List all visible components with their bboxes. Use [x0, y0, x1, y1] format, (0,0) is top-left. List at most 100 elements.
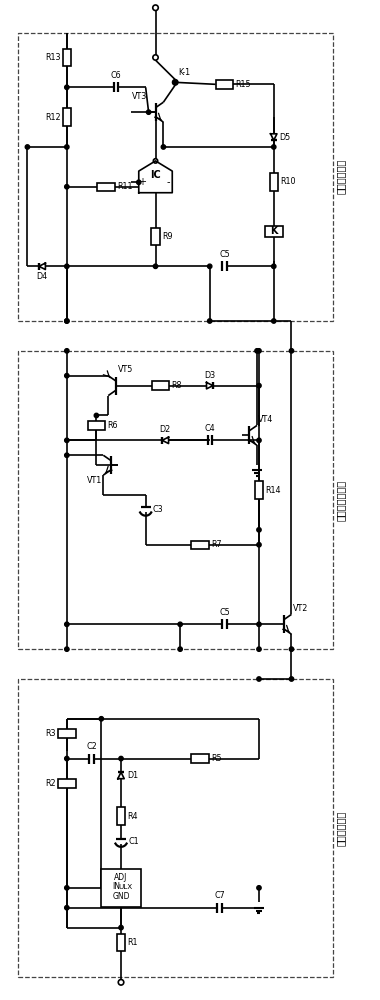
Text: R4: R4 — [127, 812, 138, 821]
Text: 晶闸管耦合电路: 晶闸管耦合电路 — [336, 479, 346, 521]
Circle shape — [257, 543, 261, 547]
Circle shape — [257, 349, 261, 353]
Text: C2: C2 — [86, 742, 97, 751]
Circle shape — [257, 647, 261, 651]
Circle shape — [257, 383, 261, 388]
Bar — [152, 381, 169, 390]
Circle shape — [178, 647, 182, 651]
Circle shape — [25, 145, 30, 149]
Circle shape — [119, 925, 123, 930]
Circle shape — [257, 886, 261, 890]
Polygon shape — [139, 161, 172, 193]
Text: C5: C5 — [219, 250, 230, 259]
Polygon shape — [118, 772, 124, 779]
Bar — [117, 807, 125, 825]
Circle shape — [65, 622, 69, 626]
Circle shape — [289, 677, 294, 681]
Bar — [97, 183, 115, 191]
Circle shape — [154, 264, 158, 268]
Bar — [265, 226, 283, 237]
Circle shape — [65, 349, 69, 353]
Circle shape — [257, 677, 261, 681]
Circle shape — [65, 145, 69, 149]
Bar — [101, 869, 141, 907]
Circle shape — [178, 622, 182, 626]
Circle shape — [257, 528, 261, 532]
Circle shape — [65, 906, 69, 910]
Circle shape — [161, 145, 166, 149]
Circle shape — [99, 717, 103, 721]
Text: R6: R6 — [108, 421, 118, 430]
Text: D3: D3 — [204, 371, 215, 380]
Circle shape — [94, 413, 98, 418]
Text: C5: C5 — [219, 608, 230, 617]
Text: 触发开关电路: 触发开关电路 — [336, 159, 346, 194]
Text: K-1: K-1 — [178, 68, 190, 77]
Circle shape — [65, 453, 69, 457]
Text: VT4: VT4 — [258, 415, 273, 424]
Circle shape — [65, 886, 69, 890]
Text: VT2: VT2 — [293, 604, 308, 613]
Bar — [117, 934, 125, 951]
Circle shape — [146, 110, 151, 114]
Text: R7: R7 — [211, 540, 222, 549]
Circle shape — [272, 264, 276, 268]
Circle shape — [65, 374, 69, 378]
Text: D4: D4 — [36, 272, 48, 281]
Circle shape — [65, 647, 69, 651]
Text: GND: GND — [112, 892, 130, 901]
Text: R1: R1 — [127, 938, 138, 947]
Circle shape — [65, 185, 69, 189]
Polygon shape — [271, 134, 277, 140]
Bar — [87, 421, 105, 430]
Text: C4: C4 — [204, 424, 215, 433]
Text: C3: C3 — [153, 505, 163, 514]
Circle shape — [289, 349, 294, 353]
Text: IN: IN — [112, 882, 120, 891]
Text: ADJ: ADJ — [114, 873, 128, 882]
Circle shape — [207, 319, 212, 323]
Circle shape — [65, 756, 69, 761]
Circle shape — [119, 756, 123, 761]
Circle shape — [65, 319, 69, 323]
Circle shape — [207, 264, 212, 268]
Text: C6: C6 — [111, 71, 121, 80]
Circle shape — [65, 319, 69, 323]
Circle shape — [272, 145, 276, 149]
Text: R5: R5 — [211, 754, 222, 763]
Bar — [63, 49, 71, 66]
Text: D5: D5 — [280, 133, 291, 142]
Circle shape — [289, 647, 294, 651]
Circle shape — [255, 349, 259, 353]
Polygon shape — [162, 437, 169, 444]
Text: R10: R10 — [280, 177, 296, 186]
Text: R9: R9 — [162, 232, 173, 241]
Text: VT5: VT5 — [118, 365, 133, 374]
Text: D2: D2 — [160, 425, 171, 434]
Text: +: + — [138, 177, 147, 187]
Bar — [255, 481, 263, 499]
Circle shape — [65, 438, 69, 443]
Circle shape — [272, 319, 276, 323]
Text: R15: R15 — [236, 80, 251, 89]
Text: -: - — [167, 177, 170, 187]
Circle shape — [173, 80, 177, 85]
Text: C7: C7 — [214, 891, 225, 900]
Circle shape — [257, 622, 261, 626]
Bar — [58, 729, 76, 738]
Text: R8: R8 — [171, 381, 182, 390]
Bar — [215, 80, 233, 89]
Text: 集成滤波电路: 集成滤波电路 — [336, 811, 346, 846]
Text: VT3: VT3 — [132, 92, 147, 101]
Bar — [191, 754, 209, 763]
Polygon shape — [206, 382, 213, 389]
Text: R13: R13 — [45, 53, 60, 62]
Polygon shape — [39, 263, 45, 270]
Bar — [58, 779, 76, 788]
Text: ULX: ULX — [119, 884, 133, 890]
Bar — [191, 541, 209, 549]
Text: IC: IC — [150, 170, 161, 180]
Bar — [63, 108, 71, 126]
Bar — [151, 228, 160, 245]
Circle shape — [65, 264, 69, 268]
